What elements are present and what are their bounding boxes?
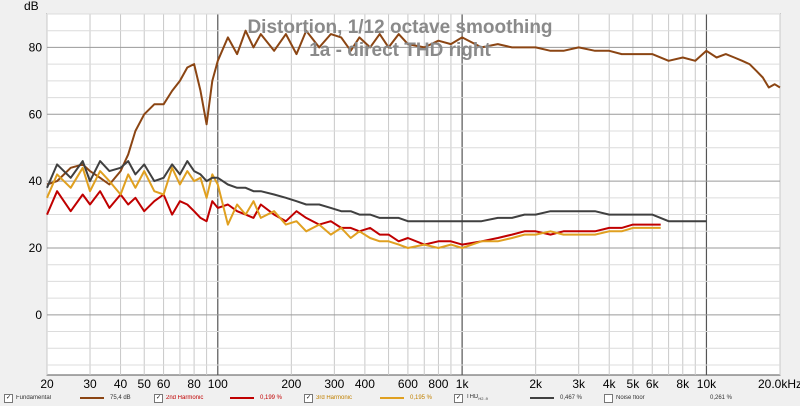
legend-label-main: THD xyxy=(466,394,479,401)
x-tick-label: 400 xyxy=(355,377,375,388)
legend-value: 0,195 % xyxy=(410,395,433,401)
x-tick-label: 2k xyxy=(529,377,543,388)
y-tick-label: 40 xyxy=(29,174,43,188)
chart-title: Distortion, 1/12 octave smoothing xyxy=(247,17,552,38)
series-line-fundamental xyxy=(46,29,781,186)
legend-label: THDH2..9 xyxy=(466,394,524,401)
legend-value: 0,467 % xyxy=(560,395,583,401)
fundamental-checkbox[interactable]: ✓ xyxy=(4,393,13,403)
legend-label: 3rd Harmonic xyxy=(316,395,353,401)
x-tick-label: 100 xyxy=(208,377,228,388)
3rd-harmonic-checkbox[interactable]: ✓ xyxy=(304,393,313,403)
legend-item-noise-floor[interactable]: Noise floor 0,261 % xyxy=(600,390,750,406)
series-line-3rd-harmonic xyxy=(46,166,661,249)
x-tick-label: 200 xyxy=(281,377,301,388)
legend-swatch xyxy=(530,397,554,399)
x-tick-label: 1k xyxy=(456,377,470,388)
y-axis-label: dB xyxy=(24,0,39,13)
legend-swatch xyxy=(680,397,704,399)
x-tick-label: 5k xyxy=(627,377,641,388)
legend-value: 0,261 % xyxy=(710,395,733,401)
legend-item-2nd-harmonic[interactable]: ✓ 2nd Harmonic 0,199 % xyxy=(150,390,300,406)
x-tick-label: 6k xyxy=(646,377,660,388)
chart-subtitle: 1a - direct THD right xyxy=(309,40,491,61)
x-tick-label: 30 xyxy=(83,377,97,388)
y-tick-label: 20 xyxy=(29,241,43,255)
x-tick-label: 80 xyxy=(187,377,201,388)
y-tick-label: 80 xyxy=(29,40,43,54)
y-tick-label: 60 xyxy=(29,107,43,121)
x-tick-label: 300 xyxy=(324,377,344,388)
x-tick-label: 50 xyxy=(138,377,152,388)
x-tick-label: 8k xyxy=(676,377,690,388)
legend-swatch xyxy=(230,397,254,399)
series-group xyxy=(46,29,781,249)
distortion-chart: 20 30 40 50 60 80 100 200 300 400 600 800 1k 2k 3k 4k 5k… xyxy=(24,0,800,388)
x-tick-labels: 20 30 40 50 60 80 100 200 300 400 600 800 1k 2k 3k 4k 5k… xyxy=(40,377,800,388)
x-tick-label: 10k xyxy=(697,377,717,388)
thd-checkbox[interactable]: ✓ xyxy=(454,393,463,403)
series-line-thd xyxy=(46,160,707,223)
legend-label-sub: H2..9 xyxy=(478,396,488,402)
x-tick-label: 600 xyxy=(398,377,418,388)
y-tick-labels: 0 20 40 60 80 xyxy=(29,40,43,321)
legend-item-thd[interactable]: ✓ THDH2..9 0,467 % xyxy=(450,390,600,406)
y-tick-label: 0 xyxy=(35,308,42,322)
x-tick-label: 40 xyxy=(114,377,128,388)
x-tick-label: 4k xyxy=(603,377,617,388)
x-tick-label: 800 xyxy=(428,377,448,388)
legend-item-fundamental[interactable]: ✓ Fundamental 75,4 dB xyxy=(0,390,150,406)
x-tick-label: 3k xyxy=(572,377,586,388)
grid xyxy=(46,13,781,375)
noise-floor-checkbox[interactable] xyxy=(604,393,613,403)
x-tick-label: 20 xyxy=(40,377,54,388)
legend: ✓ Fundamental 75,4 dB ✓ 2nd Harmonic 0,1… xyxy=(0,390,800,406)
legend-value: 0,199 % xyxy=(260,395,283,401)
legend-label: 2nd Harmonic xyxy=(166,395,204,401)
legend-swatch xyxy=(380,397,404,399)
legend-item-3rd-harmonic[interactable]: ✓ 3rd Harmonic 0,195 % xyxy=(300,390,450,406)
series-line-2nd-harmonic xyxy=(46,190,661,246)
legend-swatch xyxy=(80,397,104,399)
x-tick-label: 60 xyxy=(157,377,171,388)
2nd-harmonic-checkbox[interactable]: ✓ xyxy=(154,393,163,403)
plot-area xyxy=(46,13,781,376)
legend-value: 75,4 dB xyxy=(110,395,131,401)
legend-label: Fundamental xyxy=(16,395,52,401)
x-tick-label: 20,0kHz xyxy=(758,377,800,388)
legend-label: Noise floor xyxy=(616,395,645,401)
